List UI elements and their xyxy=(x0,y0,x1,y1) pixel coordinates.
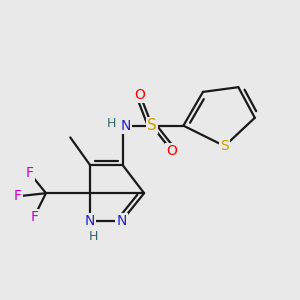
Text: F: F xyxy=(14,189,22,203)
Text: O: O xyxy=(166,144,177,158)
Text: S: S xyxy=(147,118,157,133)
Text: N: N xyxy=(116,214,127,229)
Text: F: F xyxy=(26,166,34,180)
Text: S: S xyxy=(220,139,229,153)
Text: N: N xyxy=(85,214,95,229)
Text: H: H xyxy=(107,117,116,130)
Text: F: F xyxy=(30,210,38,224)
Text: O: O xyxy=(135,88,146,102)
Text: H: H xyxy=(88,230,98,243)
Text: N: N xyxy=(121,119,131,133)
